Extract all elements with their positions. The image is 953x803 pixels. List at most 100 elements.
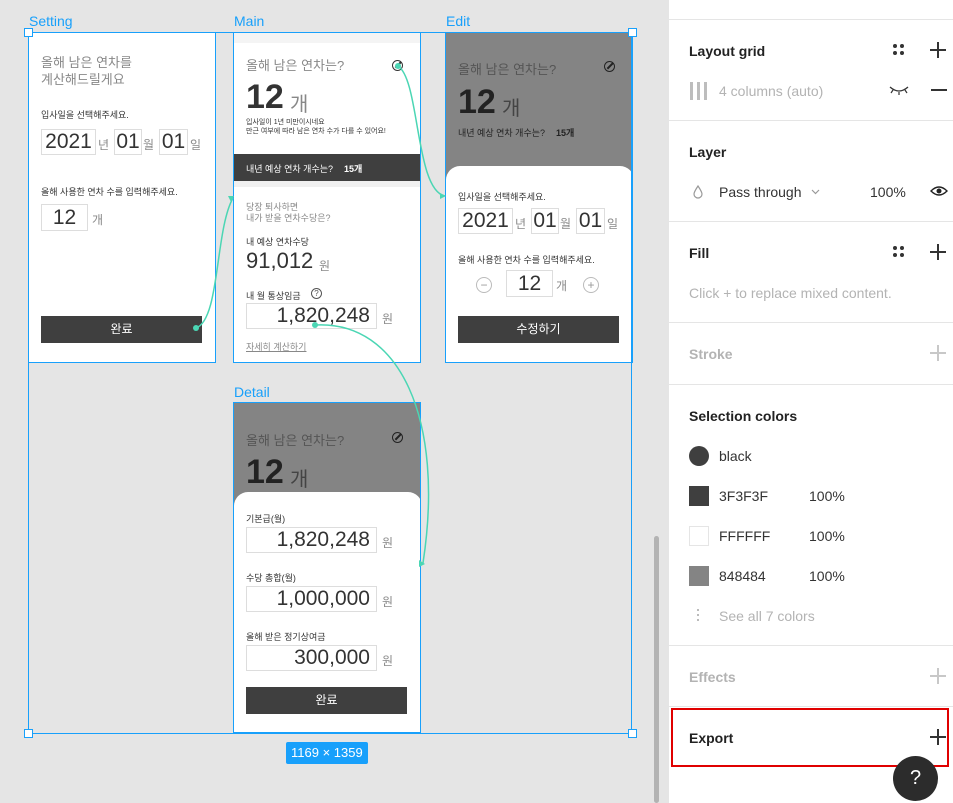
detail-base-field[interactable]: 1,820,248 <box>246 527 377 553</box>
edit-icon[interactable] <box>392 60 403 71</box>
main-note-line1: 입사일이 1년 미만이시네요 <box>246 119 325 126</box>
edit-question: 올해 남은 연차는? <box>458 62 557 77</box>
minus-icon[interactable]: − <box>476 277 492 293</box>
layer-section: Layer Pass through 100% <box>669 120 953 221</box>
main-divider <box>234 181 420 187</box>
frame-label-edit[interactable]: Edit <box>446 13 471 29</box>
frame-edit[interactable]: 올해 남은 연차는? 12 개 내년 예상 연차 개수는? 15개 입사일을 선… <box>445 32 633 363</box>
edit-submit-button[interactable]: 수정하기 <box>458 316 619 343</box>
color-name[interactable]: FFFFFF <box>719 528 771 544</box>
setting-used-label: 올해 사용한 연차 수를 입력해주세요. <box>41 187 178 197</box>
edit-sheet: 입사일을 선택해주세요. 2021 년 01 월 01 일 올해 사용한 연차 … <box>446 166 632 362</box>
plus-icon[interactable]: + <box>583 277 599 293</box>
resize-handle-bottom-left[interactable] <box>24 729 33 738</box>
setting-year-field[interactable]: 2021 <box>41 129 96 155</box>
more-vertical-icon <box>697 609 699 622</box>
main-count: 12 <box>246 78 284 116</box>
help-circle-icon[interactable]: ? <box>311 288 322 299</box>
color-swatch-3f3f3f[interactable] <box>689 486 709 506</box>
edit-count-unit: 개 <box>502 98 521 120</box>
color-name[interactable]: 848484 <box>719 568 766 584</box>
eye-icon[interactable] <box>930 185 948 197</box>
add-fill-icon[interactable] <box>930 244 946 260</box>
main-top-strip <box>234 33 420 43</box>
layout-grid-title: Layout grid <box>689 43 766 59</box>
color-name[interactable]: 3F3F3F <box>719 488 769 504</box>
edit-day-field[interactable]: 01 <box>576 208 605 234</box>
canvas[interactable]: Setting Main Edit Detail 올해 남은 연차를 계산해드릴… <box>0 0 668 803</box>
frame-label-main[interactable]: Main <box>234 13 265 29</box>
add-export-icon[interactable] <box>930 729 946 745</box>
effects-title: Effects <box>689 669 736 685</box>
detail-count-unit: 개 <box>290 469 309 491</box>
edit-used-field[interactable]: 12 <box>506 270 553 297</box>
connector-main-detail <box>314 324 430 564</box>
main-wage-field[interactable]: 1,820,248 <box>246 303 377 329</box>
edit-count: 12 <box>458 83 496 121</box>
setting-day-field[interactable]: 01 <box>159 129 188 155</box>
detail-pen-icon[interactable] <box>392 432 403 443</box>
main-quit-line1: 당장 퇴사하면 <box>246 202 299 212</box>
grid-styles-icon[interactable] <box>893 44 905 56</box>
layer-title: Layer <box>689 144 727 160</box>
edit-used-label: 올해 사용한 연차 수를 입력해주세요. <box>458 255 595 265</box>
main-next-year-label: 내년 예상 연차 개수는? <box>246 164 334 174</box>
canvas-scrollbar[interactable] <box>654 536 659 803</box>
detail-bonus-field[interactable]: 300,000 <box>246 645 377 671</box>
blend-mode-icon <box>693 185 703 199</box>
columns-grid-icon[interactable] <box>689 82 709 100</box>
fill-styles-icon[interactable] <box>893 246 905 258</box>
detail-sheet: 기본급(월) 1,820,248 원 수당 총합(월) 1,000,000 원 … <box>234 492 420 732</box>
setting-title-line2: 계산해드릴게요 <box>41 72 125 87</box>
resize-handle-top-left[interactable] <box>24 28 33 37</box>
detail-extra-label: 수당 총합(월) <box>246 573 296 583</box>
detail-done-button[interactable]: 완료 <box>246 687 407 714</box>
edit-next-year-value: 15개 <box>556 128 575 138</box>
layer-opacity[interactable]: 100% <box>870 184 906 200</box>
add-layout-grid-icon[interactable] <box>930 42 946 58</box>
detail-bonus-unit: 원 <box>382 654 394 668</box>
detail-count: 12 <box>246 453 284 491</box>
color-opacity[interactable]: 100% <box>809 488 845 504</box>
color-swatch-848484[interactable] <box>689 566 709 586</box>
edit-year-field[interactable]: 2021 <box>458 208 513 234</box>
setting-used-field[interactable]: 12 <box>41 204 88 231</box>
size-badge: 1169 × 1359 <box>286 742 368 764</box>
frame-detail[interactable]: 올해 남은 연차는? 12 개 기본급(월) 1,820,248 원 수당 총합… <box>233 402 421 733</box>
main-detail-link[interactable]: 자세히 계산하기 <box>246 342 307 352</box>
connector-start-dot <box>312 322 318 328</box>
remove-layout-grid-icon[interactable] <box>931 89 947 91</box>
frame-label-setting[interactable]: Setting <box>29 13 73 29</box>
detail-extra-field[interactable]: 1,000,000 <box>246 586 377 612</box>
resize-handle-bottom-right[interactable] <box>628 729 637 738</box>
edit-pen-icon[interactable] <box>604 61 615 72</box>
color-opacity[interactable]: 100% <box>809 528 845 544</box>
setting-month-field[interactable]: 01 <box>114 129 142 155</box>
detail-extra-unit: 원 <box>382 595 394 609</box>
see-all-colors-link[interactable]: See all 7 colors <box>719 608 815 624</box>
frame-setting[interactable]: 올해 남은 연차를 계산해드릴게요 입사일을 선택해주세요. 2021 년 01… <box>28 32 216 363</box>
color-opacity[interactable]: 100% <box>809 568 845 584</box>
help-button[interactable]: ? <box>893 756 938 801</box>
stroke-section: Stroke <box>669 322 953 384</box>
selection-colors-title: Selection colors <box>689 408 798 424</box>
add-stroke-icon[interactable] <box>930 345 946 361</box>
connector-arrow <box>419 560 425 567</box>
color-swatch-black[interactable] <box>689 446 709 466</box>
setting-day-unit: 일 <box>190 138 202 152</box>
layout-grid-item[interactable]: 4 columns (auto) <box>719 83 824 99</box>
eye-hidden-icon[interactable] <box>889 84 909 96</box>
frame-label-detail[interactable]: Detail <box>234 384 270 400</box>
setting-done-button[interactable]: 완료 <box>41 316 202 343</box>
connector-arrow <box>440 193 446 199</box>
blend-mode-select[interactable]: Pass through <box>719 184 802 200</box>
edit-month-field[interactable]: 01 <box>531 208 559 234</box>
frame-main[interactable]: 올해 남은 연차는? 12 개 입사일이 1년 미만이시네요 만근 여부에 따라… <box>233 32 421 363</box>
color-swatch-ffffff[interactable] <box>689 526 709 546</box>
color-name[interactable]: black <box>719 448 752 464</box>
chevron-down-icon[interactable] <box>811 189 820 195</box>
setting-year-unit: 년 <box>98 138 110 152</box>
resize-handle-top-right[interactable] <box>628 28 637 37</box>
add-effect-icon[interactable] <box>930 668 946 684</box>
main-wage-label: 내 월 통상임금 <box>246 291 301 301</box>
